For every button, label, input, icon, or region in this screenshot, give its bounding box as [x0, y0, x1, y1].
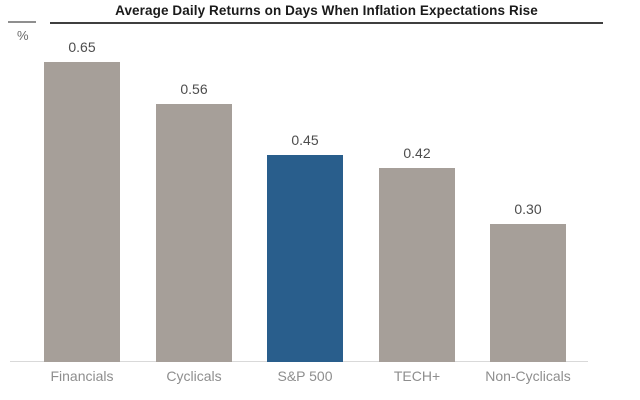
- bar-value-label: 0.30: [514, 201, 542, 217]
- bar-noncyclicals: [490, 224, 566, 362]
- bar-sp500: [267, 155, 343, 362]
- chart-title: Average Daily Returns on Days When Infla…: [50, 3, 603, 24]
- bar-value-label: 0.45: [291, 132, 319, 148]
- title-underline-stub: [8, 21, 36, 23]
- x-axis-label-tech: TECH+: [393, 368, 441, 384]
- x-axis-label-sp500: S&P 500: [277, 368, 333, 384]
- y-axis-unit-label: %: [17, 28, 29, 43]
- bar-value-label: 0.42: [403, 145, 431, 161]
- bar-tech: [379, 168, 455, 362]
- x-axis-label-cyclicals: Cyclicals: [166, 368, 222, 384]
- x-axis-label-noncyclicals: Non-Cyclicals: [485, 368, 571, 384]
- bar-cyclicals: [156, 104, 232, 362]
- bar-financials: [44, 62, 120, 362]
- bar-value-label: 0.65: [68, 39, 96, 55]
- bar-value-label: 0.56: [180, 81, 208, 97]
- x-axis-label-financials: Financials: [50, 368, 114, 384]
